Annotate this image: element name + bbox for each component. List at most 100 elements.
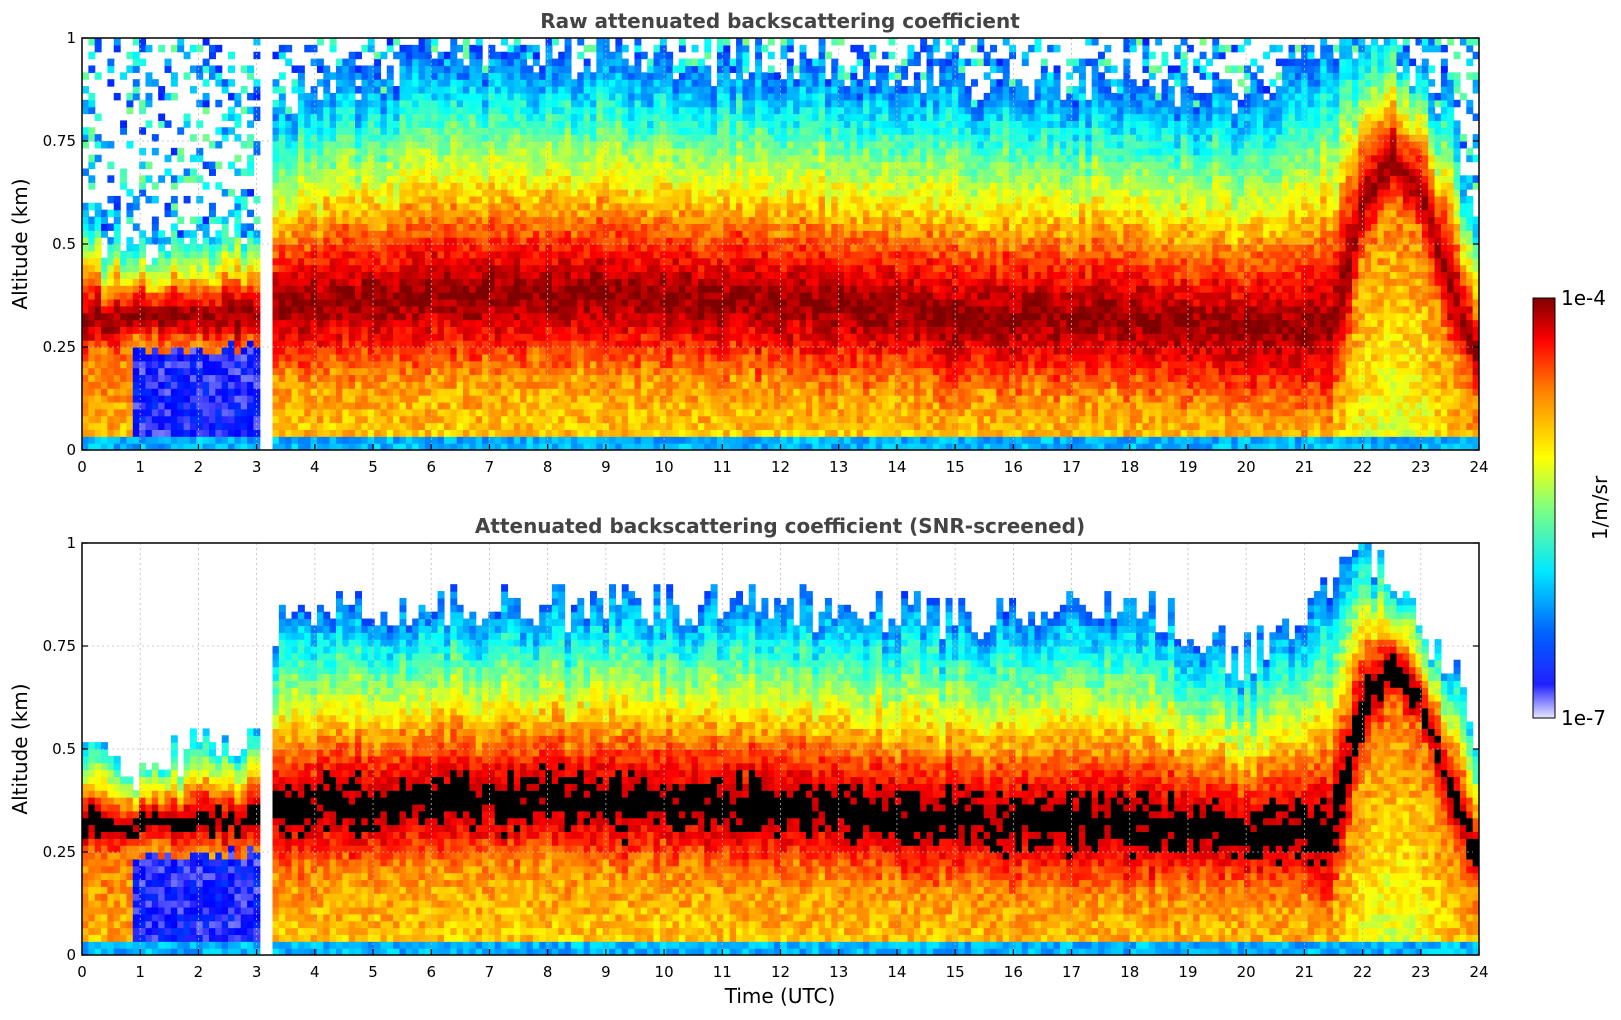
heatmap-cell [551, 360, 559, 369]
heatmap-cell [291, 353, 299, 362]
heatmap-cell [672, 415, 680, 424]
heatmap-cell [450, 271, 458, 279]
heatmap-cell [310, 436, 318, 444]
heatmap-cell [361, 298, 369, 307]
heatmap-cell [596, 305, 604, 314]
heatmap-cell [139, 189, 147, 197]
heatmap-cell [297, 244, 305, 252]
heatmap-cell [628, 175, 636, 183]
heatmap-cell [507, 99, 515, 108]
heatmap-cell [437, 312, 445, 321]
heatmap-cell [386, 388, 394, 396]
heatmap-cell [234, 120, 242, 128]
heatmap-cell [647, 436, 655, 444]
heatmap-cell [361, 333, 369, 341]
heatmap-cell [647, 92, 655, 101]
heatmap-cell [94, 257, 102, 266]
heatmap-cell [304, 422, 312, 430]
heatmap-cell [196, 250, 204, 259]
heatmap-cell [609, 154, 616, 163]
heatmap-cell [424, 367, 432, 376]
heatmap-cell [494, 326, 502, 334]
heatmap-cell [640, 305, 648, 314]
heatmap-cell [120, 353, 128, 362]
heatmap-cell [228, 127, 235, 135]
heatmap-cell [278, 106, 286, 115]
heatmap-cell [431, 436, 439, 444]
heatmap-cell [583, 395, 591, 403]
heatmap-cell [666, 340, 674, 348]
heatmap-cell [678, 388, 686, 396]
heatmap-cell [450, 278, 458, 286]
heatmap-cell [393, 292, 401, 300]
heatmap-cell [666, 292, 674, 300]
heatmap-cell [532, 436, 540, 444]
heatmap-cell [215, 298, 223, 307]
heatmap-cell [583, 381, 591, 389]
heatmap-cell [310, 271, 318, 279]
heatmap-cell [551, 422, 559, 430]
heatmap-cell [685, 223, 693, 231]
heatmap-cell [132, 326, 140, 334]
heatmap-cell [202, 381, 210, 389]
heatmap-cell [450, 415, 458, 424]
heatmap-cell [564, 347, 572, 355]
heatmap-cell [653, 175, 661, 183]
heatmap-cell [501, 92, 509, 101]
heatmap-cell [602, 161, 610, 170]
heatmap-cell [615, 360, 623, 369]
heatmap-cell [590, 223, 597, 231]
heatmap-cell [361, 257, 369, 266]
heatmap-cell [475, 292, 483, 300]
heatmap-cell [348, 319, 356, 327]
heatmap-cell [272, 195, 280, 204]
heatmap-cell [570, 298, 578, 307]
heatmap-cell [348, 347, 356, 355]
heatmap-cell [126, 92, 134, 101]
heatmap-cell [113, 415, 121, 424]
heatmap-cell [177, 347, 185, 355]
heatmap-cell [247, 189, 255, 197]
heatmap-cell [520, 381, 528, 389]
heatmap-cell [526, 298, 534, 307]
heatmap-cell [596, 278, 604, 286]
heatmap-cell [520, 340, 528, 348]
heatmap-cell [437, 51, 445, 60]
heatmap-cell [602, 189, 610, 197]
heatmap-cell [310, 388, 318, 396]
heatmap-cell [158, 92, 166, 101]
heatmap-cell [342, 443, 350, 450]
heatmap-cell [323, 168, 331, 176]
heatmap-cell [405, 429, 413, 437]
heatmap-cell [94, 223, 102, 231]
heatmap-cell [88, 360, 96, 369]
heatmap-cell [380, 374, 388, 382]
heatmap-cell [647, 312, 655, 321]
heatmap-cell [437, 209, 445, 218]
heatmap-cell [393, 175, 401, 183]
heatmap-cell [139, 353, 147, 362]
heatmap-cell [437, 175, 445, 183]
heatmap-cell [386, 147, 394, 156]
heatmap-cell [202, 58, 210, 67]
heatmap-cell [443, 374, 451, 382]
heatmap-cell [615, 347, 623, 355]
heatmap-cell [437, 230, 445, 238]
heatmap-cell [615, 374, 623, 382]
heatmap-cell [545, 86, 553, 94]
heatmap-cell [355, 443, 362, 450]
heatmap-cell [228, 298, 235, 307]
heatmap-cell [558, 422, 566, 430]
heatmap-cell [374, 326, 382, 334]
heatmap-cell [285, 237, 293, 245]
heatmap-cell [405, 106, 413, 115]
heatmap-cell [355, 422, 362, 430]
heatmap-cell [189, 436, 197, 444]
heatmap-cell [418, 209, 426, 218]
heatmap-cell [132, 395, 140, 403]
heatmap-cell [393, 408, 401, 417]
heatmap-cell [329, 360, 337, 369]
heatmap-cell [659, 285, 667, 293]
heatmap-cell [431, 223, 439, 231]
heatmap-cell [653, 292, 661, 300]
